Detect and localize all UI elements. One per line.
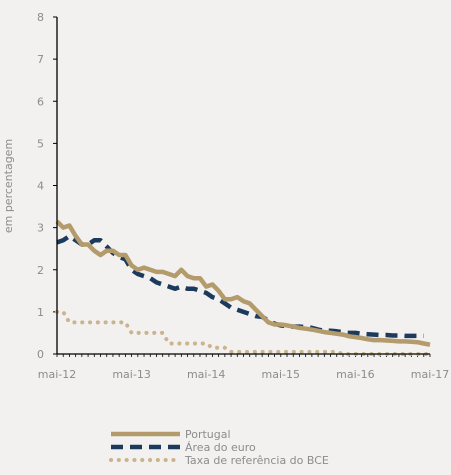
y-tick-label: 8: [37, 11, 44, 24]
y-tick-label: 5: [37, 137, 44, 150]
series-line: [56, 233, 424, 339]
legend-label: Área do euro: [185, 441, 256, 454]
x-tick-label: mai-16: [336, 368, 374, 381]
y-axis-label: em percentagem: [2, 139, 15, 233]
series-layer: [55, 219, 432, 356]
x-tick-label: mai-15: [262, 368, 300, 381]
x-tick-label: mai-13: [112, 368, 150, 381]
y-tick-label: 0: [37, 348, 44, 361]
y-tick-label: 7: [37, 53, 44, 66]
y-tick-label: 1: [37, 306, 44, 319]
y-axis-ticks: 0 1 2 3 4 5 6 7 8: [37, 11, 57, 361]
x-axis-ticks: mai-12 mai-13 mai-14 mai-15 mai-16 mai-17: [38, 354, 449, 381]
legend-label: Portugal: [185, 428, 231, 441]
x-tick-label: mai-12: [38, 368, 76, 381]
x-tick-label: mai-17: [411, 368, 449, 381]
series-line: [55, 219, 431, 347]
y-tick-label: 6: [37, 95, 44, 108]
y-tick-label: 3: [37, 222, 44, 235]
y-tick-label: 2: [37, 264, 44, 277]
legend-label: Taxa de referência do BCE: [184, 454, 329, 467]
x-tick-label: mai-14: [187, 368, 225, 381]
y-tick-label: 4: [37, 180, 44, 193]
